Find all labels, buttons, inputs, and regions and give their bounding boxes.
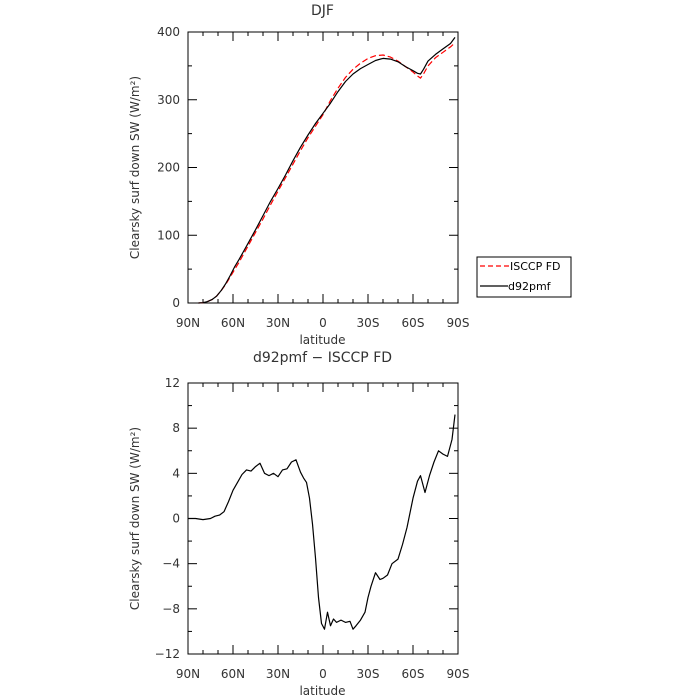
y-tick-label: 200 bbox=[157, 161, 180, 175]
x-tick-label: 90N bbox=[176, 667, 200, 681]
x-tick-label: 0 bbox=[319, 667, 327, 681]
chart-title: d92pmf − ISCCP FD bbox=[253, 350, 392, 366]
y-tick-label: −4 bbox=[162, 557, 180, 571]
x-tick-label: 90S bbox=[447, 667, 470, 681]
y-tick-label: 100 bbox=[157, 228, 180, 242]
axis-ticks: 90N 60N 30N 0 30S 60S 90S −12 −8 −4 0 4 8 12 bbox=[155, 376, 470, 681]
y-tick-label: 4 bbox=[172, 466, 180, 480]
series-line-difference bbox=[188, 414, 456, 630]
x-tick-label: 0 bbox=[319, 316, 327, 330]
series-group bbox=[188, 414, 456, 630]
x-tick-label: 90S bbox=[447, 316, 470, 330]
plot-frame bbox=[187, 382, 459, 655]
chart-top: DJF 90N 60N 30N 0 30S 60S 90S 0 100 200 300 400 lat… bbox=[128, 3, 469, 347]
x-tick-label: 30S bbox=[357, 316, 380, 330]
y-tick-label: 8 bbox=[172, 421, 180, 435]
y-tick-label: 0 bbox=[172, 296, 180, 310]
axis-ticks: 90N 60N 30N 0 30S 60S 90S 0 100 200 300 400 bbox=[157, 25, 469, 330]
x-tick-label: 60S bbox=[402, 316, 425, 330]
y-tick-label: 300 bbox=[157, 93, 180, 107]
x-tick-label: 30N bbox=[266, 667, 290, 681]
series-group bbox=[198, 37, 456, 304]
x-tick-label: 90N bbox=[176, 316, 200, 330]
series-line-isccp-fd bbox=[198, 42, 456, 304]
legend-box bbox=[476, 256, 572, 298]
x-tick-label: 60S bbox=[402, 667, 425, 681]
x-axis-label: latitude bbox=[299, 684, 345, 698]
legend-label-isccp: ISCCP FD bbox=[510, 260, 561, 273]
y-tick-label: −12 bbox=[155, 647, 180, 661]
series-line-d92pmf bbox=[198, 37, 456, 304]
x-tick-label: 30N bbox=[266, 316, 290, 330]
y-tick-label: −8 bbox=[162, 602, 180, 616]
y-axis-label: Clearsky surf down SW (W/m²) bbox=[128, 76, 142, 259]
chart-bottom: d92pmf − ISCCP FD 90N 60N 30N 0 30S 60S 90S −12… bbox=[128, 350, 469, 698]
y-tick-label: 12 bbox=[165, 376, 180, 390]
legend-label-d92pmf: d92pmf bbox=[508, 280, 552, 293]
y-axis-label: Clearsky surf down SW (W/m²) bbox=[128, 427, 142, 610]
y-tick-label: 400 bbox=[157, 25, 180, 39]
x-tick-label: 30S bbox=[357, 667, 380, 681]
x-axis-label: latitude bbox=[299, 333, 345, 347]
x-tick-label: 60N bbox=[221, 316, 245, 330]
legend: ISCCP FD d92pmf bbox=[476, 256, 572, 298]
x-tick-label: 60N bbox=[221, 667, 245, 681]
y-tick-label: 0 bbox=[172, 512, 180, 526]
chart-title: DJF bbox=[311, 3, 334, 19]
